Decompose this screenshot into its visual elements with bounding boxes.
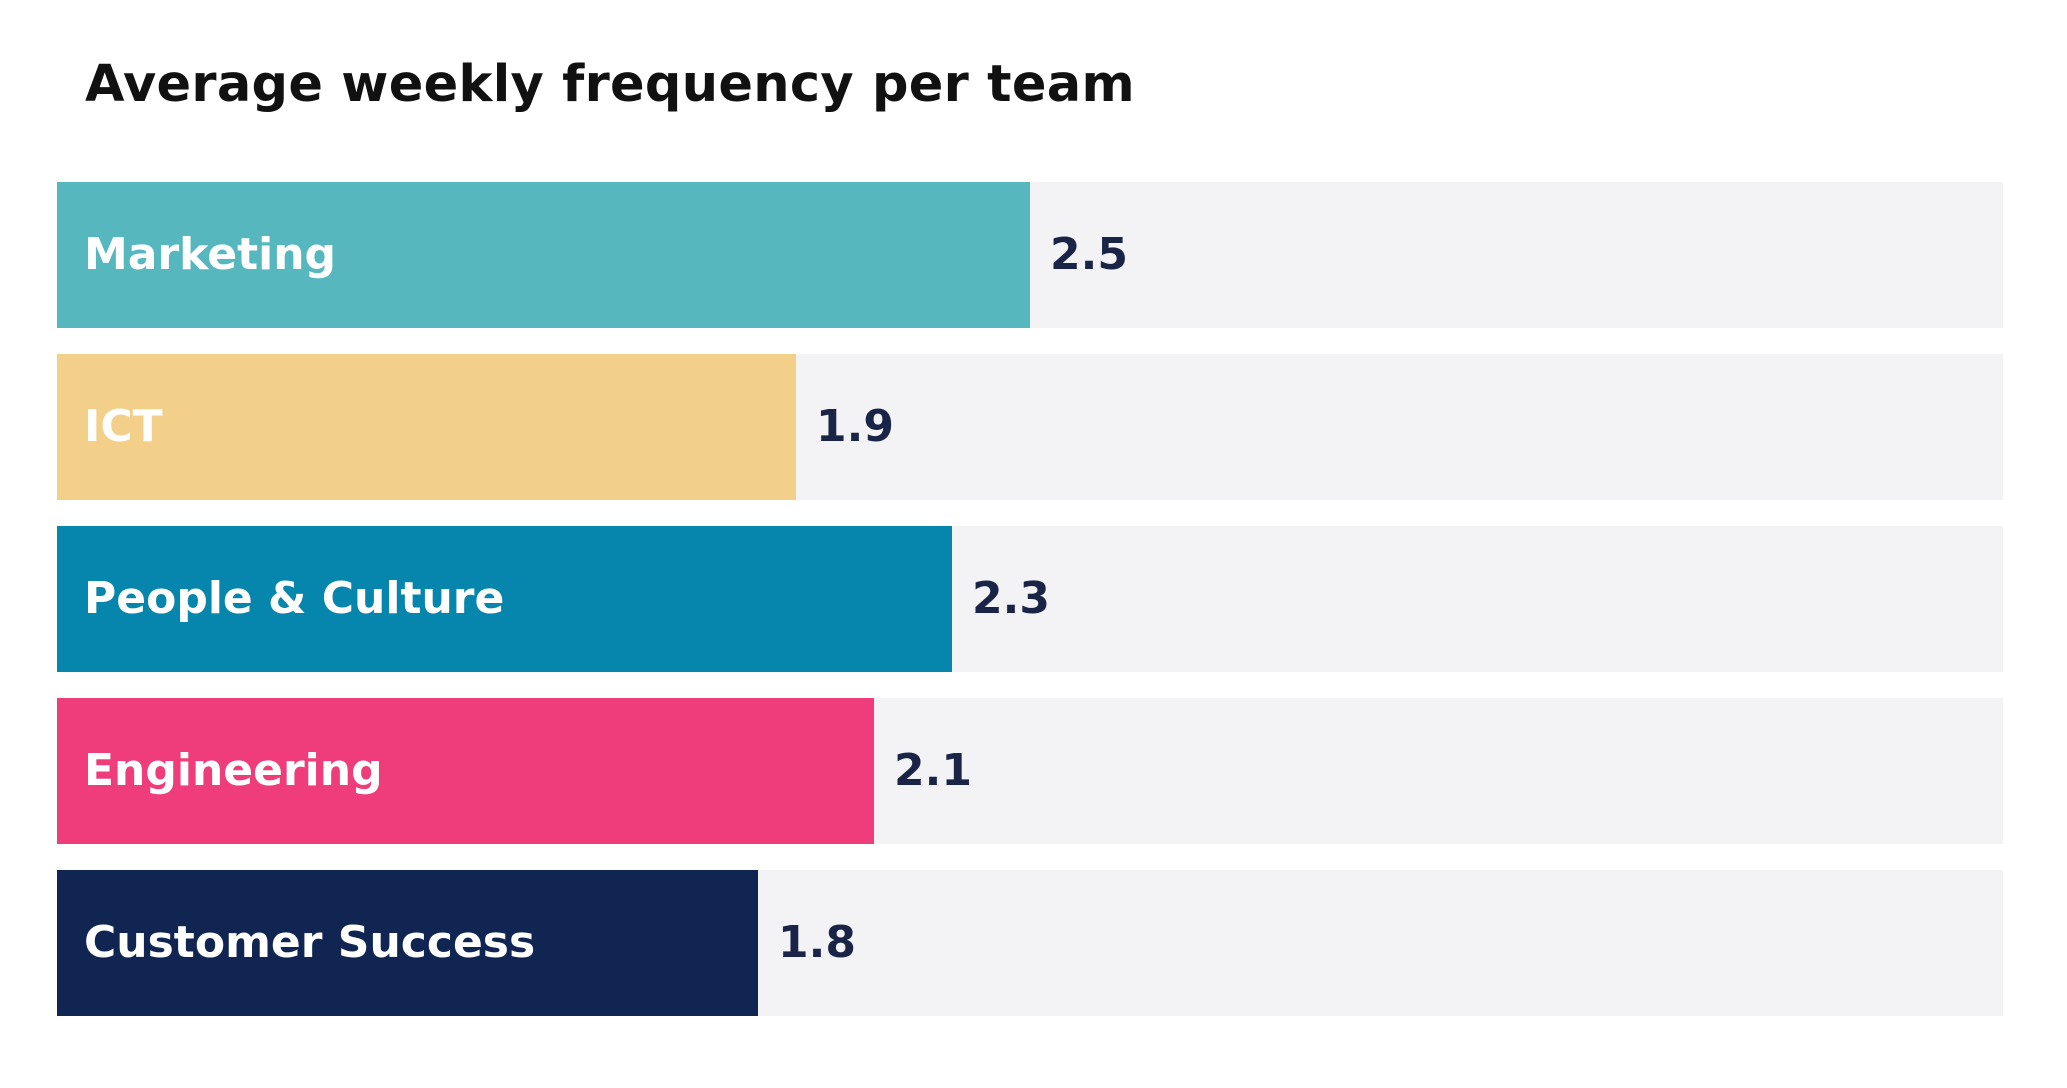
bar-value-engineering: 2.1 xyxy=(894,745,972,796)
bar-row-engineering: Engineering 2.1 xyxy=(57,698,2003,844)
bar-ict xyxy=(57,354,796,500)
bar-label-customer-success: Customer Success xyxy=(84,917,536,968)
bar-label-ict: ICT xyxy=(84,401,163,452)
bar-customer-success xyxy=(57,870,758,1016)
bar-row-people-culture: People & Culture 2.3 xyxy=(57,526,2003,672)
bars-container: Marketing 2.5 ICT 1.9 People & Culture 2… xyxy=(57,182,2003,1042)
bar-value-marketing: 2.5 xyxy=(1050,229,1128,280)
bar-marketing xyxy=(57,182,1030,328)
bar-row-ict: ICT 1.9 xyxy=(57,354,2003,500)
bar-label-people-culture: People & Culture xyxy=(84,573,505,624)
bar-people-culture xyxy=(57,526,952,672)
chart-title: Average weekly frequency per team xyxy=(85,55,1135,114)
bar-engineering xyxy=(57,698,874,844)
bar-label-engineering: Engineering xyxy=(84,745,383,796)
bar-row-marketing: Marketing 2.5 xyxy=(57,182,2003,328)
bar-value-customer-success: 1.8 xyxy=(778,917,856,968)
bar-value-ict: 1.9 xyxy=(816,401,894,452)
bar-label-marketing: Marketing xyxy=(84,229,337,280)
bar-row-customer-success: Customer Success 1.8 xyxy=(57,870,2003,1016)
bar-value-people-culture: 2.3 xyxy=(972,573,1050,624)
